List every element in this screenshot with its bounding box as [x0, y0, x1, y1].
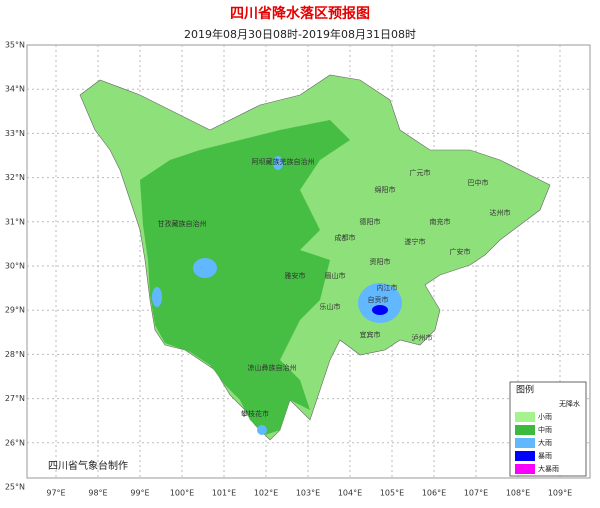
city-label: 眉山市	[325, 271, 346, 280]
lat-label: 31°N	[5, 217, 25, 226]
city-label: 广元市	[410, 168, 431, 177]
lat-label: 26°N	[5, 438, 25, 447]
lat-label: 25°N	[5, 483, 25, 492]
legend-swatch	[515, 425, 535, 435]
credit: 四川省气象台制作	[48, 459, 128, 472]
rainstorm-area	[372, 305, 388, 315]
lat-label: 29°N	[5, 306, 25, 315]
lon-label: 107°E	[464, 489, 488, 498]
city-label: 绵阳市	[375, 185, 396, 194]
city-label: 凉山彝族自治州	[248, 363, 297, 372]
city-label: 乐山市	[320, 302, 341, 311]
lon-label: 106°E	[422, 489, 446, 498]
lon-label: 97°E	[46, 489, 65, 498]
lon-label: 98°E	[88, 489, 107, 498]
legend-label: 暴雨	[538, 452, 552, 460]
city-label: 达州市	[490, 208, 511, 217]
legend-label: 大暴雨	[538, 464, 559, 473]
lon-label: 102°E	[254, 489, 278, 498]
city-label: 巴中市	[468, 178, 489, 187]
city-label: 自贡市	[368, 295, 389, 304]
lon-label: 101°E	[212, 489, 236, 498]
legend-swatch	[515, 438, 535, 448]
city-label: 遂宁市	[405, 237, 426, 246]
lat-label: 34°N	[5, 85, 25, 94]
heavy-rain-area	[257, 425, 267, 435]
lon-label: 100°E	[170, 489, 194, 498]
city-label: 攀枝花市	[241, 409, 269, 418]
lat-label: 35°N	[5, 41, 25, 50]
title: 四川省降水落区预报图	[230, 5, 370, 22]
moderate-rain-area	[140, 120, 350, 435]
lat-label: 28°N	[5, 350, 25, 359]
legend-label: 无降水	[559, 399, 580, 408]
heavy-rain-area	[273, 156, 283, 170]
city-label: 阿坝藏族羌族自治州	[252, 157, 315, 166]
city-label: 德阳市	[360, 217, 381, 226]
lon-label: 99°E	[130, 489, 149, 498]
city-label: 内江市	[377, 283, 398, 292]
heavy-rain-area	[358, 283, 402, 323]
lon-label: 105°E	[380, 489, 404, 498]
lat-label: 30°N	[5, 262, 25, 271]
subtitle: 2019年08月30日08时-2019年08月31日08时	[184, 27, 416, 41]
city-label: 成都市	[335, 233, 356, 242]
heavy-rain-area	[193, 258, 217, 278]
legend-title: 图例	[516, 384, 534, 396]
city-label: 泸州市	[412, 333, 433, 342]
legend-label: 大雨	[538, 438, 552, 447]
city-label: 甘孜藏族自治州	[158, 219, 207, 228]
lon-label: 108°E	[506, 489, 530, 498]
lon-label: 104°E	[338, 489, 362, 498]
lat-label: 32°N	[5, 173, 25, 182]
heavy-rain-area	[152, 287, 162, 307]
legend-swatch	[515, 412, 535, 422]
city-label: 南充市	[430, 217, 451, 226]
lon-label: 103°E	[296, 489, 320, 498]
lon-label: 109°E	[548, 489, 572, 498]
city-label: 雅安市	[285, 271, 306, 280]
city-label: 资阳市	[370, 257, 391, 266]
city-label: 宜宾市	[360, 330, 381, 339]
legend-label: 中雨	[538, 425, 552, 434]
legend-swatch	[515, 451, 535, 461]
lat-label: 33°N	[5, 129, 25, 138]
city-label: 广安市	[450, 247, 471, 256]
lat-label: 27°N	[5, 394, 25, 403]
legend-swatch	[515, 464, 535, 474]
legend-label: 小雨	[538, 412, 552, 421]
